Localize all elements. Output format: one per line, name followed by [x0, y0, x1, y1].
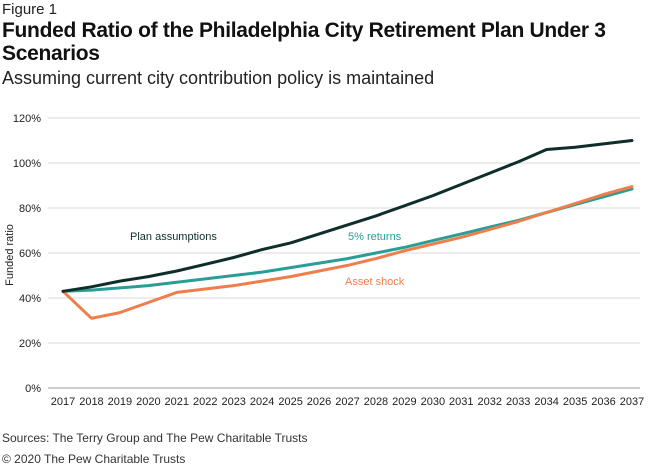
chart-subtitle: Assuming current city contribution polic… [2, 68, 435, 88]
y-tick-label: 80% [19, 203, 41, 215]
y-tick-label: 20% [19, 338, 41, 350]
x-tick-label: 2030 [421, 396, 445, 408]
source-note: Sources: The Terry Group and The Pew Cha… [2, 431, 308, 445]
copyright-note: © 2020 The Pew Charitable Trusts [2, 452, 186, 466]
series-line-plan-assumptions [61, 139, 634, 293]
x-tick-label: 2024 [250, 396, 274, 408]
x-tick-label: 2035 [563, 396, 587, 408]
x-tick-label: 2026 [307, 396, 331, 408]
series-label-5-returns: 5% returns [348, 231, 402, 243]
y-tick-label: 120% [13, 113, 41, 125]
x-tick-label: 2031 [449, 396, 473, 408]
series-label-plan-assumptions: Plan assumptions [130, 231, 217, 243]
figure-label: Figure 1 [2, 1, 58, 18]
series-line-asset-shock [61, 185, 634, 320]
x-tick-label: 2027 [335, 396, 359, 408]
x-tick-label: 2032 [478, 396, 502, 408]
x-tick-label: 2029 [392, 396, 416, 408]
x-tick-label: 2022 [193, 396, 217, 408]
x-tick-label: 2018 [79, 396, 103, 408]
x-tick-label: 2021 [165, 396, 189, 408]
x-tick-label: 2034 [534, 396, 558, 408]
chart-title: Funded Ratio of the Philadelphia City Re… [2, 19, 606, 65]
y-tick-label: 40% [19, 293, 41, 305]
series-label-asset-shock: Asset shock [345, 276, 405, 288]
y-axis-label: Funded ratio [4, 224, 16, 286]
y-tick-label: 100% [13, 158, 41, 170]
line-chart: 0% 20% 40% 60% 80% 100% 120% 2017 2018 2019 2020 2… [4, 113, 644, 408]
x-tick-label: 2023 [221, 396, 245, 408]
x-tick-label: 2036 [591, 396, 615, 408]
x-tick-label: 2020 [136, 396, 160, 408]
x-tick-label: 2028 [364, 396, 388, 408]
x-tick-label: 2017 [51, 396, 75, 408]
x-tick-label: 2037 [620, 396, 644, 408]
x-tick-label: 2025 [278, 396, 302, 408]
y-tick-label: 60% [19, 248, 41, 260]
x-tick-label: 2033 [506, 396, 530, 408]
y-tick-label: 0% [25, 383, 41, 395]
x-tick-label: 2019 [108, 396, 132, 408]
